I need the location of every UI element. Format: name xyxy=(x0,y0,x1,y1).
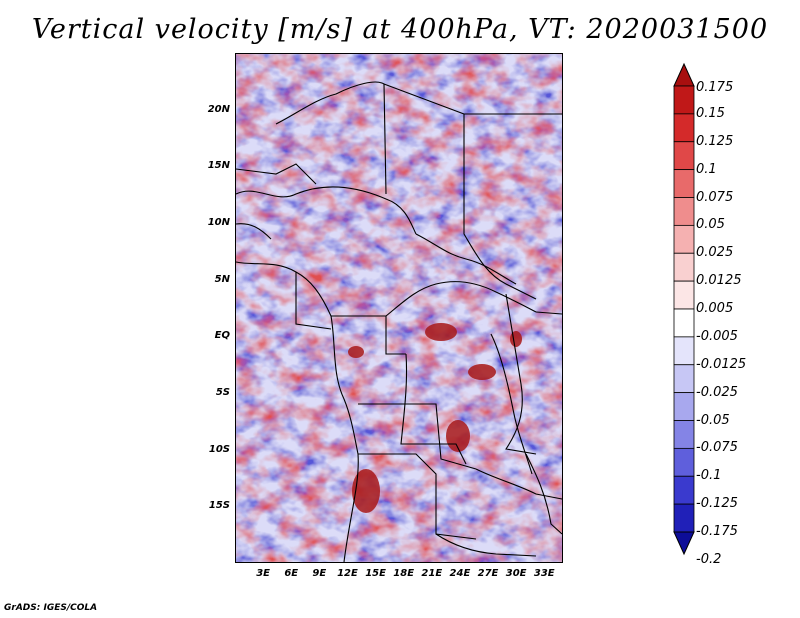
lon-tick-label: 9E xyxy=(312,568,327,579)
colorbar-label: 0.1 xyxy=(696,161,717,177)
colorbar-swatch xyxy=(673,113,695,143)
colorbar-swatch xyxy=(673,475,695,505)
colorbar-swatch xyxy=(673,420,695,449)
colorbar-label: -0.05 xyxy=(696,412,730,428)
country-borders xyxy=(236,81,562,562)
lon-tick-label: 12E xyxy=(337,568,358,579)
colorbar-swatch xyxy=(673,392,695,421)
lon-tick-label: 15E xyxy=(365,568,386,579)
colorbar-swatch xyxy=(673,169,695,198)
lat-tick-label: EQ xyxy=(214,330,230,342)
colorbar-swatch xyxy=(673,252,695,282)
colorbar-swatch xyxy=(673,224,695,254)
lat-tick-label: 5N xyxy=(214,273,230,285)
colorbar-label: 0.0125 xyxy=(696,273,742,289)
colorbar-swatch xyxy=(673,503,695,533)
lon-tick-label: 27E xyxy=(477,568,499,579)
colorbar-label: -0.2 xyxy=(696,551,722,567)
colorbar-label: -0.025 xyxy=(696,384,738,400)
colorbar-label: 0.05 xyxy=(696,217,725,233)
colorbar-label: 0.005 xyxy=(696,301,734,316)
colorbar-label: -0.0125 xyxy=(696,356,747,372)
colorbar-label: -0.125 xyxy=(696,496,738,512)
lat-tick-label: 5S xyxy=(215,387,230,398)
colorbar-label: -0.005 xyxy=(696,328,738,344)
colorbar-label: -0.075 xyxy=(696,440,738,456)
colorbar-swatch xyxy=(673,447,695,477)
vertical-velocity-field xyxy=(236,54,562,562)
colorbar-label: 0.125 xyxy=(696,133,734,149)
lon-tick-label: 18E xyxy=(393,568,415,579)
colorbar-label: 0.175 xyxy=(696,80,734,95)
colorbar-label: 0.075 xyxy=(696,189,734,205)
colorbar-swatch xyxy=(673,197,695,226)
colorbar-label: -0.1 xyxy=(696,468,722,484)
lat-tick-label: 15S xyxy=(208,500,230,512)
colorbar-swatch xyxy=(673,85,695,115)
footer-credit: GrADS: IGES/COLA xyxy=(4,603,98,613)
colorbar-swatch xyxy=(673,141,695,171)
colorbar-swatch xyxy=(673,280,695,310)
map-panel xyxy=(235,53,563,563)
velocity-shading xyxy=(236,54,562,562)
lon-tick-label: 21E xyxy=(421,568,443,579)
lon-tick-label: 6E xyxy=(284,568,299,579)
colorbar-label: 0.15 xyxy=(696,105,725,121)
lon-tick-label: 24E xyxy=(449,568,471,579)
colorbar xyxy=(673,62,695,556)
lat-tick-label: 20N xyxy=(207,103,230,115)
lat-tick-label: 10N xyxy=(207,217,230,228)
colorbar-top-arrow xyxy=(673,62,695,87)
colorbar-swatch xyxy=(673,308,695,338)
lat-tick-label: 15N xyxy=(207,160,230,172)
colorbar-bottom-arrow xyxy=(673,531,695,556)
lon-tick-label: 33E xyxy=(533,568,555,579)
colorbar-swatch xyxy=(673,364,695,394)
lon-tick-label: 3E xyxy=(256,568,270,579)
colorbar-label: -0.175 xyxy=(696,524,738,539)
chart-title: Vertical velocity [m/s] at 400hPa, VT: 2… xyxy=(31,14,769,45)
lat-tick-label: 10S xyxy=(208,443,230,455)
colorbar-label: 0.025 xyxy=(696,245,734,261)
lon-tick-label: 30E xyxy=(505,568,527,579)
colorbar-swatch xyxy=(673,336,695,366)
